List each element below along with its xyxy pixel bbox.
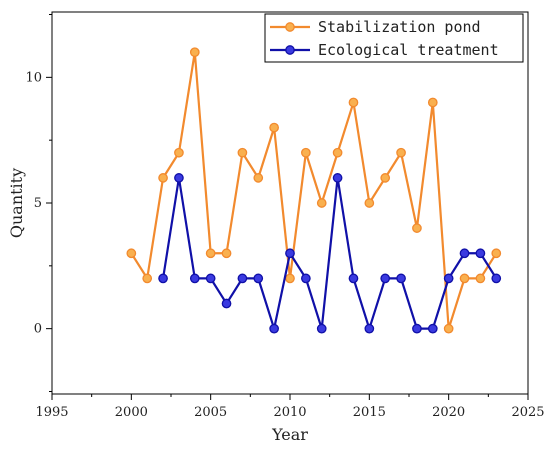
data-point (237, 147, 248, 158)
x-tick-label: 2000 (115, 405, 148, 420)
x-tick-label: 2010 (273, 405, 306, 420)
data-point (301, 147, 311, 158)
data-point (221, 248, 232, 259)
data-point (269, 323, 279, 334)
data-point (253, 273, 264, 284)
data-point (189, 273, 200, 284)
data-point (237, 273, 248, 284)
data-point (364, 198, 375, 208)
legend: Stabilization pond Ecological treatment (264, 13, 524, 63)
data-point (475, 248, 486, 259)
axis-ticks (46, 14, 529, 400)
data-point (316, 323, 327, 334)
data-point (491, 273, 502, 284)
legend-marker (285, 45, 295, 55)
data-point (427, 97, 438, 108)
data-point (396, 147, 406, 158)
plot-frame (51, 11, 529, 395)
data-point (269, 122, 279, 133)
x-tick-label: 2025 (511, 405, 544, 420)
x-axis-title: Year (271, 425, 308, 444)
x-tick-label: 2015 (353, 405, 386, 420)
data-point (126, 248, 137, 259)
data-point (364, 323, 375, 334)
data-point (475, 273, 486, 284)
legend-label: Ecological treatment (318, 41, 499, 59)
x-tick-label: 1995 (35, 405, 68, 420)
data-point (205, 273, 216, 284)
data-point (142, 273, 153, 284)
data-point (301, 273, 311, 284)
data-point (174, 147, 184, 158)
y-axis-title: Quantity (7, 168, 26, 238)
tick-labels: 1995 2000 2005 2010 2015 2020 2025 0 5 10 (25, 70, 544, 420)
data-point (316, 198, 327, 208)
series-line (161, 176, 498, 330)
legend-marker (285, 22, 295, 32)
y-tick-label: 10 (25, 70, 42, 85)
data-point (443, 273, 454, 284)
data-point (412, 323, 422, 334)
data-point (174, 173, 184, 183)
legend-box (264, 13, 524, 63)
data-point (332, 173, 343, 183)
data-point (459, 248, 470, 259)
data-point (459, 273, 470, 284)
data-point (348, 273, 359, 284)
x-tick-label: 2020 (432, 405, 465, 420)
series-line (130, 51, 498, 330)
data-point (491, 248, 502, 259)
data-point (253, 173, 264, 183)
series-2 (158, 173, 502, 334)
y-tick-label: 5 (34, 196, 42, 211)
legend-label: Stabilization pond (318, 18, 481, 36)
data-point (348, 97, 359, 108)
data-point (443, 323, 454, 334)
data-point (221, 298, 232, 309)
data-point (285, 248, 295, 259)
data-point (396, 273, 406, 284)
data-point (380, 173, 391, 183)
series-1 (126, 47, 502, 334)
data-point (285, 273, 295, 284)
data-point (332, 147, 343, 158)
data-point (205, 248, 216, 259)
data-point (158, 273, 168, 284)
data-point (427, 323, 438, 334)
series-layer (126, 47, 502, 334)
data-point (380, 273, 391, 284)
data-point (189, 47, 200, 58)
data-point (158, 173, 168, 183)
y-tick-label: 0 (34, 322, 42, 337)
data-point (412, 223, 422, 233)
x-tick-label: 2005 (194, 405, 227, 420)
